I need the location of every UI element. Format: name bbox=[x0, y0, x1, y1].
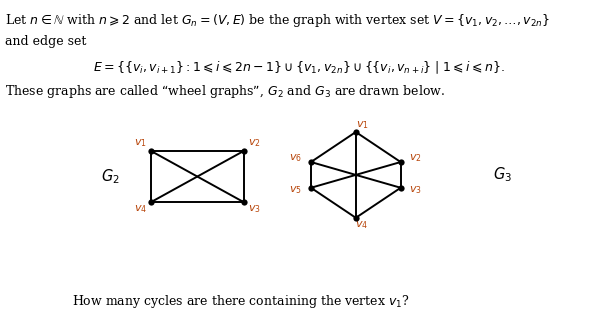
Text: $v_1$: $v_1$ bbox=[134, 138, 147, 149]
Text: $v_4$: $v_4$ bbox=[133, 204, 147, 215]
Text: $v_6$: $v_6$ bbox=[289, 152, 301, 164]
Text: $G_2$: $G_2$ bbox=[101, 167, 120, 186]
Text: $v_4$: $v_4$ bbox=[355, 219, 368, 231]
Text: $v_3$: $v_3$ bbox=[408, 184, 422, 196]
Text: $G_3$: $G_3$ bbox=[493, 166, 512, 184]
Text: $E = \{\{v_i, v_{i+1}\} : 1 \leqslant i \leqslant 2n - 1\} \cup \{v_1, v_{2n}\} : $E = \{\{v_i, v_{i+1}\} : 1 \leqslant i … bbox=[93, 59, 504, 76]
Text: $v_1$: $v_1$ bbox=[356, 119, 369, 131]
Text: These graphs are called “wheel graphs”, $G_2$ and $G_3$ are drawn below.: These graphs are called “wheel graphs”, … bbox=[5, 82, 445, 100]
Text: How many cycles are there containing the vertex $v_1$?: How many cycles are there containing the… bbox=[72, 293, 410, 310]
Text: $v_2$: $v_2$ bbox=[409, 152, 422, 164]
Text: Let $n \in \mathbb{N}$ with $n \geqslant 2$ and let $G_n = (V, E)$ be the graph : Let $n \in \mathbb{N}$ with $n \geqslant… bbox=[5, 12, 550, 29]
Text: $v_3$: $v_3$ bbox=[248, 204, 261, 215]
Text: and edge set: and edge set bbox=[5, 35, 86, 48]
Text: $v_2$: $v_2$ bbox=[248, 138, 261, 149]
Text: $v_5$: $v_5$ bbox=[289, 184, 301, 196]
